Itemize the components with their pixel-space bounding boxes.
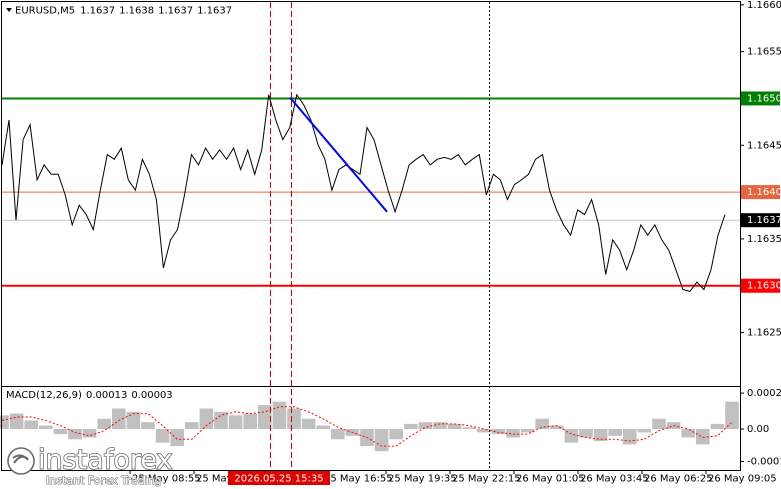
- macd-value: 0.00013: [86, 390, 127, 401]
- macd-bar: [564, 429, 579, 443]
- macd-bar: [725, 401, 739, 429]
- time-marker-label: 2026.05.25 15:35: [234, 474, 323, 485]
- macd-bar: [9, 413, 24, 429]
- macd-header: MACD(12,26,9) 0.00013 0.00003: [6, 390, 173, 401]
- macd-bar: [433, 422, 447, 429]
- macd-bar: [637, 429, 652, 433]
- y-tick-label: -0.00019: [747, 456, 781, 467]
- watermark-brand: instaforex: [38, 445, 172, 476]
- logo-swoosh: [12, 454, 29, 464]
- macd-bar: [593, 429, 608, 441]
- macd-bar: [477, 429, 491, 433]
- macd-name: MACD(12,26,9): [6, 390, 82, 401]
- watermark-tagline: Instant Forex Trading: [46, 474, 162, 487]
- macd-bar: [68, 429, 82, 440]
- macd-bar: [447, 423, 462, 429]
- macd-bar: [535, 418, 549, 429]
- macd-bar: [608, 429, 622, 436]
- macd-bar: [155, 429, 170, 443]
- x-tick-label: 25 May 22:15: [452, 474, 521, 485]
- macd-bar: [0, 415, 9, 429]
- macd-bar: [681, 429, 695, 438]
- macd-bar: [272, 401, 287, 429]
- macd-bar: [24, 420, 38, 429]
- macd-bar: [112, 408, 126, 429]
- y-tick-label: 1.1625: [747, 328, 781, 339]
- macd-bar: [258, 405, 272, 429]
- y-tick-label: 1.1645: [747, 140, 781, 151]
- macd-bar: [243, 413, 257, 429]
- y-tick-label: 0.00: [747, 424, 769, 435]
- macd-bar: [53, 429, 68, 435]
- x-tick-label: 25 May 08:55: [132, 474, 201, 485]
- macd-bar: [301, 418, 316, 429]
- macd-bar: [550, 425, 564, 429]
- x-tick-label: 26 May 01:05: [516, 474, 585, 485]
- macd-bar: [170, 429, 184, 447]
- time-marker-box: [228, 471, 330, 485]
- x-tick-label: 26 May 06:25: [644, 474, 713, 485]
- level-label-box: [741, 91, 780, 106]
- symbol: EURUSD,M5: [15, 6, 75, 17]
- macd-bar: [141, 422, 155, 429]
- macd-bar: [82, 429, 97, 438]
- y-tick-label: 1.1655: [747, 47, 781, 58]
- open: 1.1637: [80, 6, 115, 17]
- macd-bar: [97, 418, 111, 429]
- macd-bar: [623, 429, 637, 445]
- close: 1.1637: [197, 6, 232, 17]
- level-label: 1.1640: [747, 187, 781, 198]
- macd-bar: [579, 429, 593, 438]
- macd-bar: [652, 418, 666, 429]
- macd-bar: [710, 423, 725, 429]
- macd-bar: [316, 425, 330, 429]
- main-header: EURUSD,M5 1.1637 1.1638 1.1637 1.1637: [15, 6, 232, 17]
- current-price-label: 1.1637: [747, 215, 781, 226]
- macd-bar: [506, 429, 520, 438]
- macd-bar: [228, 415, 243, 429]
- y-tick-label: 1.1660: [747, 0, 781, 11]
- logo-circle: [7, 447, 35, 475]
- macd-bar: [331, 429, 345, 440]
- macd-bar: [418, 422, 433, 429]
- current-price-box: [741, 213, 780, 228]
- macd-bar: [462, 427, 476, 429]
- level-label: 1.1650: [747, 93, 781, 104]
- signal-value: 0.00003: [131, 390, 172, 401]
- macd-bar: [126, 411, 141, 429]
- macd-bar: [696, 429, 710, 445]
- macd-bar: [39, 425, 53, 429]
- macd-bar: [389, 429, 403, 440]
- header-arrow: [6, 8, 12, 12]
- level-label: 1.1630: [747, 281, 781, 292]
- level-label-box: [741, 278, 780, 293]
- x-tick-label: 26 May 09:05: [708, 474, 777, 485]
- x-tick-label: 25 May 16:55: [324, 474, 393, 485]
- macd-bar: [404, 423, 418, 429]
- price-line: [1, 93, 726, 292]
- macd-bar: [287, 408, 301, 429]
- x-tick-label: 25 May 19:35: [388, 474, 457, 485]
- macd-bar: [520, 429, 535, 433]
- level-label-box: [741, 185, 780, 200]
- x-tick-label: 26 May 03:45: [580, 474, 649, 485]
- y-tick-label: 0.00021: [747, 388, 781, 399]
- macd-bar: [374, 429, 389, 452]
- y-tick-label: 1.1635: [747, 234, 781, 245]
- signal-line: [1, 406, 733, 447]
- macd-bar: [199, 408, 214, 429]
- high: 1.1638: [119, 6, 154, 17]
- macd-bar: [185, 422, 199, 429]
- low: 1.1637: [158, 6, 193, 17]
- watermark: instaforex Instant Forex Trading: [7, 444, 173, 488]
- macd-bar: [491, 429, 506, 435]
- macd-bar: [214, 411, 228, 429]
- trendline: [289, 96, 388, 213]
